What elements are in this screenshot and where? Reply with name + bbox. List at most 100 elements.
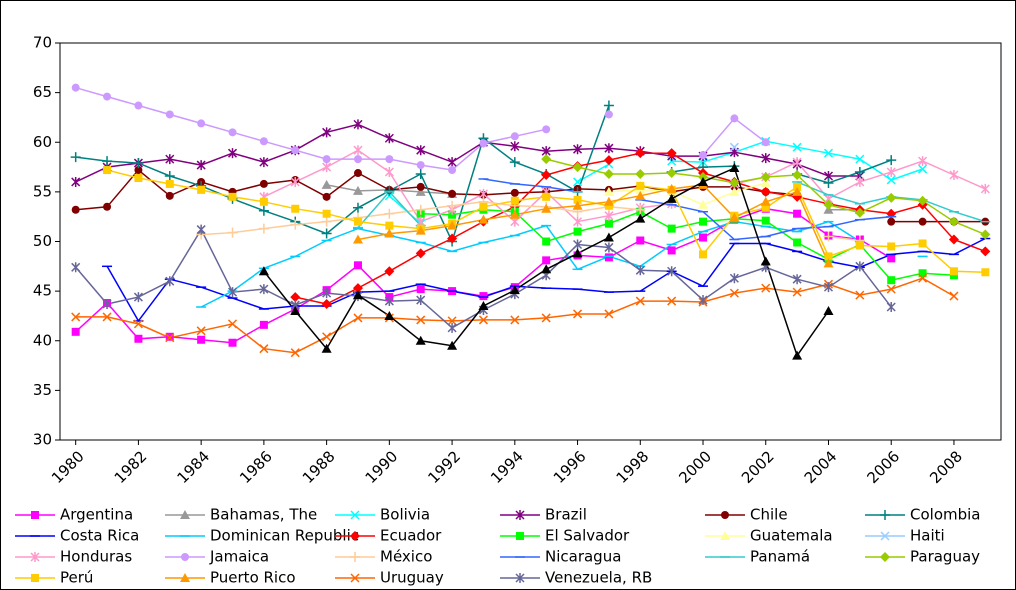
marker — [729, 177, 740, 188]
marker — [792, 157, 802, 168]
marker — [541, 203, 552, 213]
marker — [573, 227, 582, 236]
marker — [258, 266, 269, 276]
legend-label: Nicaragua — [545, 548, 621, 566]
marker — [352, 202, 363, 213]
series-line — [357, 184, 830, 264]
legend-item: Bahamas, The — [165, 506, 317, 524]
marker — [415, 186, 426, 196]
marker — [886, 167, 896, 178]
marker — [760, 186, 771, 197]
marker — [291, 146, 300, 155]
marker — [164, 170, 175, 181]
legend-label: El Salvador — [545, 527, 630, 545]
marker — [635, 190, 646, 200]
marker — [196, 160, 206, 171]
marker — [509, 157, 520, 168]
marker — [515, 510, 525, 520]
marker — [886, 175, 896, 185]
marker — [515, 573, 525, 583]
marker — [448, 189, 457, 198]
marker — [448, 166, 457, 175]
marker — [603, 100, 614, 111]
y-tick-label: 50 — [33, 232, 52, 250]
marker — [855, 176, 865, 187]
marker — [416, 161, 425, 170]
marker — [720, 531, 730, 540]
marker — [542, 192, 551, 201]
legend-item: Puerto Rico — [165, 569, 296, 587]
marker — [604, 210, 614, 221]
marker — [510, 132, 519, 141]
marker — [321, 343, 332, 353]
marker — [71, 327, 80, 336]
marker — [918, 156, 928, 167]
marker — [71, 205, 80, 214]
marker — [824, 252, 833, 261]
marker — [165, 333, 175, 343]
marker — [761, 203, 770, 212]
marker — [698, 295, 708, 306]
marker — [886, 192, 897, 203]
marker — [352, 283, 363, 294]
marker — [384, 185, 395, 196]
marker — [133, 292, 143, 303]
marker — [604, 110, 613, 119]
marker — [572, 248, 583, 258]
marker — [416, 315, 426, 325]
y-tick-label: 35 — [33, 381, 52, 399]
marker — [792, 170, 803, 181]
legend-item: Uruguay — [335, 569, 444, 587]
marker — [603, 169, 614, 180]
marker — [227, 319, 238, 329]
marker — [792, 142, 802, 152]
marker — [71, 176, 81, 187]
marker — [322, 162, 332, 173]
marker — [416, 295, 426, 306]
marker — [603, 196, 614, 206]
marker — [416, 182, 425, 191]
marker — [509, 285, 520, 295]
marker — [415, 204, 426, 215]
marker — [760, 171, 771, 182]
marker — [322, 332, 332, 342]
marker — [447, 322, 457, 333]
marker — [197, 335, 206, 344]
legend-label: Honduras — [60, 548, 132, 566]
marker — [887, 217, 896, 226]
marker — [666, 168, 677, 179]
marker — [666, 148, 677, 159]
marker — [729, 142, 739, 152]
marker — [165, 179, 174, 188]
legend-item: Paraguay — [865, 548, 980, 566]
legend-item: El Salvador — [500, 527, 630, 545]
marker — [353, 145, 363, 156]
marker — [352, 185, 363, 195]
marker — [353, 261, 362, 270]
marker — [290, 348, 300, 358]
marker — [730, 114, 739, 123]
marker — [572, 200, 583, 210]
y-tick-label: 30 — [33, 431, 52, 449]
marker — [165, 110, 174, 119]
marker — [322, 209, 331, 218]
marker — [699, 250, 708, 259]
marker — [761, 153, 771, 164]
marker — [384, 310, 395, 320]
marker — [541, 170, 552, 181]
marker — [181, 553, 189, 561]
marker — [918, 239, 927, 248]
marker — [698, 199, 709, 209]
marker — [573, 144, 583, 155]
marker — [918, 273, 928, 283]
marker — [384, 266, 395, 277]
marker — [761, 216, 770, 225]
marker — [180, 573, 190, 582]
marker — [71, 262, 81, 273]
marker — [887, 242, 896, 251]
marker — [290, 305, 301, 315]
marker — [949, 291, 959, 301]
legend-label: Dominican Republic — [210, 527, 359, 545]
marker — [604, 242, 614, 253]
marker — [729, 212, 740, 222]
